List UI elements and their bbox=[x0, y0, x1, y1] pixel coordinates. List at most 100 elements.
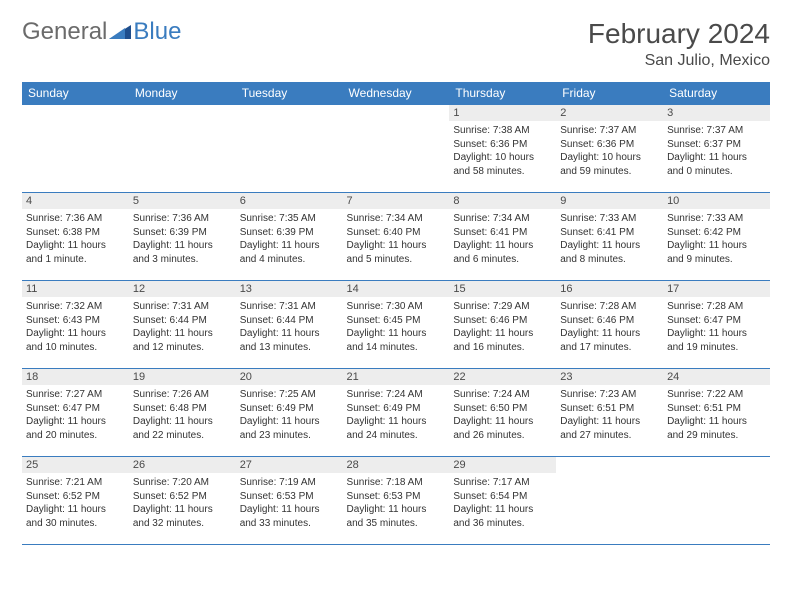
calendar-cell: 19Sunrise: 7:26 AMSunset: 6:48 PMDayligh… bbox=[129, 369, 236, 457]
day-number: 16 bbox=[556, 281, 663, 297]
calendar-week-row: 18Sunrise: 7:27 AMSunset: 6:47 PMDayligh… bbox=[22, 369, 770, 457]
day-content: Sunrise: 7:34 AMSunset: 6:41 PMDaylight:… bbox=[449, 209, 556, 269]
calendar-cell: 29Sunrise: 7:17 AMSunset: 6:54 PMDayligh… bbox=[449, 457, 556, 545]
day-header: Saturday bbox=[663, 82, 770, 105]
day-number: 23 bbox=[556, 369, 663, 385]
daylight-line: Daylight: 11 hours and 0 minutes. bbox=[667, 151, 766, 178]
day-number: 2 bbox=[556, 105, 663, 121]
day-content: Sunrise: 7:27 AMSunset: 6:47 PMDaylight:… bbox=[22, 385, 129, 445]
sunrise-line: Sunrise: 7:29 AM bbox=[453, 300, 552, 314]
daylight-line: Daylight: 11 hours and 16 minutes. bbox=[453, 327, 552, 354]
day-header: Wednesday bbox=[343, 82, 450, 105]
day-content: Sunrise: 7:20 AMSunset: 6:52 PMDaylight:… bbox=[129, 473, 236, 533]
sunrise-line: Sunrise: 7:28 AM bbox=[667, 300, 766, 314]
calendar-cell: 21Sunrise: 7:24 AMSunset: 6:49 PMDayligh… bbox=[343, 369, 450, 457]
logo: General Blue bbox=[22, 18, 181, 46]
day-number bbox=[663, 457, 770, 473]
sunset-line: Sunset: 6:54 PM bbox=[453, 490, 552, 504]
day-number: 14 bbox=[343, 281, 450, 297]
daylight-line: Daylight: 11 hours and 10 minutes. bbox=[26, 327, 125, 354]
day-content: Sunrise: 7:28 AMSunset: 6:46 PMDaylight:… bbox=[556, 297, 663, 357]
sunrise-line: Sunrise: 7:21 AM bbox=[26, 476, 125, 490]
day-content: Sunrise: 7:32 AMSunset: 6:43 PMDaylight:… bbox=[22, 297, 129, 357]
day-number: 11 bbox=[22, 281, 129, 297]
sunset-line: Sunset: 6:46 PM bbox=[453, 314, 552, 328]
day-content: Sunrise: 7:21 AMSunset: 6:52 PMDaylight:… bbox=[22, 473, 129, 533]
calendar-cell: 20Sunrise: 7:25 AMSunset: 6:49 PMDayligh… bbox=[236, 369, 343, 457]
day-content: Sunrise: 7:33 AMSunset: 6:41 PMDaylight:… bbox=[556, 209, 663, 269]
day-content: Sunrise: 7:35 AMSunset: 6:39 PMDaylight:… bbox=[236, 209, 343, 269]
daylight-line: Daylight: 10 hours and 59 minutes. bbox=[560, 151, 659, 178]
sunrise-line: Sunrise: 7:33 AM bbox=[560, 212, 659, 226]
day-number: 28 bbox=[343, 457, 450, 473]
sunrise-line: Sunrise: 7:26 AM bbox=[133, 388, 232, 402]
daylight-line: Daylight: 11 hours and 12 minutes. bbox=[133, 327, 232, 354]
sunrise-line: Sunrise: 7:24 AM bbox=[347, 388, 446, 402]
day-content: Sunrise: 7:33 AMSunset: 6:42 PMDaylight:… bbox=[663, 209, 770, 269]
day-number: 13 bbox=[236, 281, 343, 297]
sunset-line: Sunset: 6:45 PM bbox=[347, 314, 446, 328]
calendar-week-row: 25Sunrise: 7:21 AMSunset: 6:52 PMDayligh… bbox=[22, 457, 770, 545]
sunset-line: Sunset: 6:53 PM bbox=[347, 490, 446, 504]
month-title: February 2024 bbox=[588, 18, 770, 50]
daylight-line: Daylight: 10 hours and 58 minutes. bbox=[453, 151, 552, 178]
calendar-cell bbox=[236, 105, 343, 193]
day-number: 3 bbox=[663, 105, 770, 121]
daylight-line: Daylight: 11 hours and 1 minute. bbox=[26, 239, 125, 266]
sunrise-line: Sunrise: 7:28 AM bbox=[560, 300, 659, 314]
calendar-cell: 1Sunrise: 7:38 AMSunset: 6:36 PMDaylight… bbox=[449, 105, 556, 193]
day-number: 7 bbox=[343, 193, 450, 209]
sunset-line: Sunset: 6:39 PM bbox=[133, 226, 232, 240]
sunset-line: Sunset: 6:38 PM bbox=[26, 226, 125, 240]
day-number: 19 bbox=[129, 369, 236, 385]
day-content: Sunrise: 7:24 AMSunset: 6:50 PMDaylight:… bbox=[449, 385, 556, 445]
sunset-line: Sunset: 6:37 PM bbox=[667, 138, 766, 152]
location: San Julio, Mexico bbox=[588, 52, 770, 70]
daylight-line: Daylight: 11 hours and 5 minutes. bbox=[347, 239, 446, 266]
sunset-line: Sunset: 6:41 PM bbox=[560, 226, 659, 240]
calendar-cell: 8Sunrise: 7:34 AMSunset: 6:41 PMDaylight… bbox=[449, 193, 556, 281]
calendar-cell: 11Sunrise: 7:32 AMSunset: 6:43 PMDayligh… bbox=[22, 281, 129, 369]
day-header: Thursday bbox=[449, 82, 556, 105]
day-content: Sunrise: 7:23 AMSunset: 6:51 PMDaylight:… bbox=[556, 385, 663, 445]
day-header: Friday bbox=[556, 82, 663, 105]
sunset-line: Sunset: 6:48 PM bbox=[133, 402, 232, 416]
day-content: Sunrise: 7:19 AMSunset: 6:53 PMDaylight:… bbox=[236, 473, 343, 533]
day-content: Sunrise: 7:28 AMSunset: 6:47 PMDaylight:… bbox=[663, 297, 770, 357]
daylight-line: Daylight: 11 hours and 24 minutes. bbox=[347, 415, 446, 442]
day-number: 6 bbox=[236, 193, 343, 209]
day-header: Tuesday bbox=[236, 82, 343, 105]
sunset-line: Sunset: 6:44 PM bbox=[133, 314, 232, 328]
calendar-cell: 25Sunrise: 7:21 AMSunset: 6:52 PMDayligh… bbox=[22, 457, 129, 545]
day-number bbox=[556, 457, 663, 473]
sunrise-line: Sunrise: 7:23 AM bbox=[560, 388, 659, 402]
sunset-line: Sunset: 6:40 PM bbox=[347, 226, 446, 240]
calendar-cell: 15Sunrise: 7:29 AMSunset: 6:46 PMDayligh… bbox=[449, 281, 556, 369]
day-number: 17 bbox=[663, 281, 770, 297]
daylight-line: Daylight: 11 hours and 36 minutes. bbox=[453, 503, 552, 530]
sunset-line: Sunset: 6:41 PM bbox=[453, 226, 552, 240]
calendar-body: 1Sunrise: 7:38 AMSunset: 6:36 PMDaylight… bbox=[22, 105, 770, 545]
day-number: 9 bbox=[556, 193, 663, 209]
sunset-line: Sunset: 6:43 PM bbox=[26, 314, 125, 328]
calendar-cell: 7Sunrise: 7:34 AMSunset: 6:40 PMDaylight… bbox=[343, 193, 450, 281]
daylight-line: Daylight: 11 hours and 9 minutes. bbox=[667, 239, 766, 266]
daylight-line: Daylight: 11 hours and 32 minutes. bbox=[133, 503, 232, 530]
day-number: 1 bbox=[449, 105, 556, 121]
daylight-line: Daylight: 11 hours and 20 minutes. bbox=[26, 415, 125, 442]
day-header: Monday bbox=[129, 82, 236, 105]
calendar-cell: 27Sunrise: 7:19 AMSunset: 6:53 PMDayligh… bbox=[236, 457, 343, 545]
day-content: Sunrise: 7:31 AMSunset: 6:44 PMDaylight:… bbox=[236, 297, 343, 357]
header-row: General Blue February 2024 San Julio, Me… bbox=[22, 18, 770, 70]
daylight-line: Daylight: 11 hours and 6 minutes. bbox=[453, 239, 552, 266]
sunrise-line: Sunrise: 7:25 AM bbox=[240, 388, 339, 402]
day-number: 22 bbox=[449, 369, 556, 385]
day-number: 25 bbox=[22, 457, 129, 473]
daylight-line: Daylight: 11 hours and 35 minutes. bbox=[347, 503, 446, 530]
day-content: Sunrise: 7:36 AMSunset: 6:39 PMDaylight:… bbox=[129, 209, 236, 269]
daylight-line: Daylight: 11 hours and 8 minutes. bbox=[560, 239, 659, 266]
day-content: Sunrise: 7:31 AMSunset: 6:44 PMDaylight:… bbox=[129, 297, 236, 357]
header-right: February 2024 San Julio, Mexico bbox=[588, 18, 770, 70]
day-number bbox=[22, 105, 129, 121]
day-number: 29 bbox=[449, 457, 556, 473]
